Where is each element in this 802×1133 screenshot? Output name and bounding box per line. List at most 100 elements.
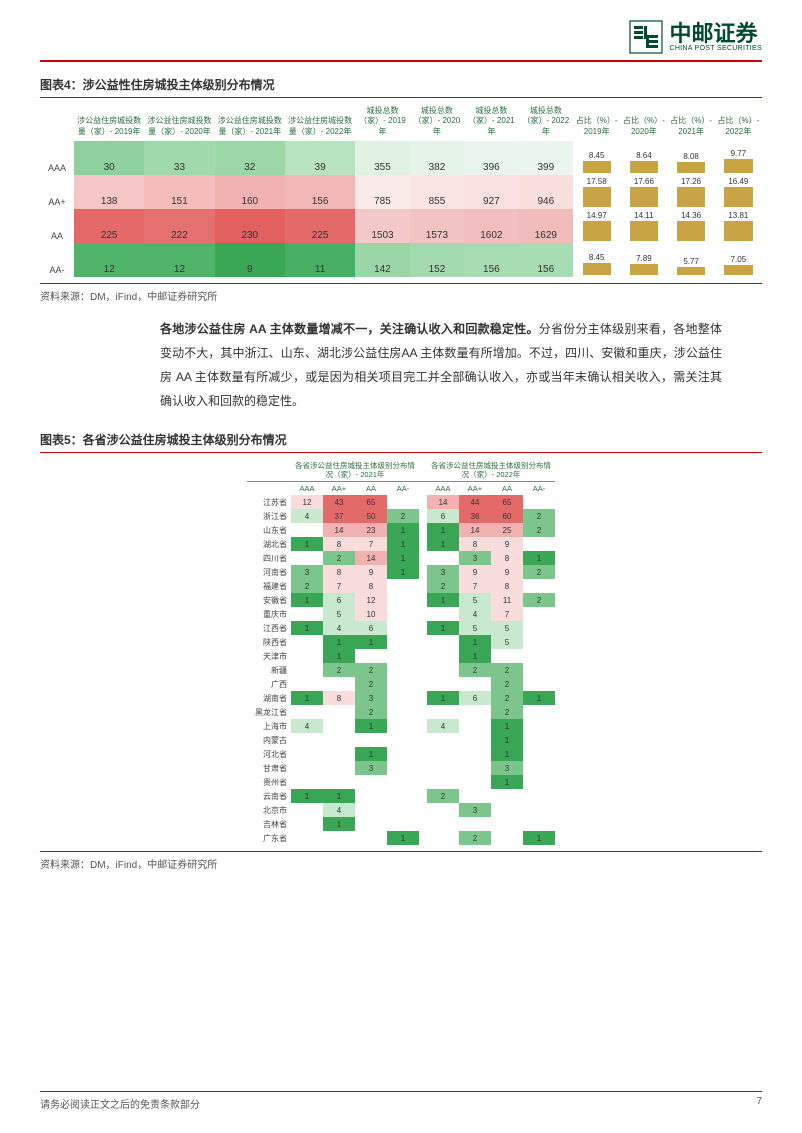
table5-cell: 7 bbox=[355, 537, 387, 551]
table5-cell bbox=[323, 747, 355, 761]
table4-cell-g1: 39 bbox=[285, 141, 355, 175]
table5-province-label: 北京市 bbox=[247, 803, 291, 817]
table4-cell-g1: 138 bbox=[74, 175, 144, 209]
table5-cell: 8 bbox=[459, 537, 491, 551]
table5-cell: 2 bbox=[523, 593, 555, 607]
table5-cell: 65 bbox=[491, 495, 523, 509]
table4-cell-g3: 14.36 bbox=[668, 209, 715, 243]
table4-cell-g2: 1503 bbox=[355, 209, 409, 243]
table4-cell-g1: 225 bbox=[285, 209, 355, 243]
table5-cell: 8 bbox=[355, 579, 387, 593]
table5-sub-header: AA bbox=[491, 482, 523, 496]
table4-cell-g1: 156 bbox=[285, 175, 355, 209]
table5-cell bbox=[387, 705, 419, 719]
table5-province-label: 江苏省 bbox=[247, 495, 291, 509]
table5-cell bbox=[491, 789, 523, 803]
table4-cell-g2: 152 bbox=[410, 243, 464, 277]
table5-sub-header: AAA bbox=[291, 482, 323, 496]
table5-cell: 1 bbox=[523, 831, 555, 845]
table5-cell bbox=[291, 705, 323, 719]
table5-cell: 9 bbox=[491, 537, 523, 551]
table5-cell bbox=[523, 817, 555, 831]
table4-cell-g3: 8.08 bbox=[668, 141, 715, 175]
table4-cell-g1: 12 bbox=[74, 243, 144, 277]
table5-cell bbox=[387, 495, 419, 509]
table4-header: 城投总数（家）- 2019年 bbox=[355, 102, 409, 141]
section5-source: 资料来源：DM，iFind，中邮证券研究所 bbox=[40, 851, 762, 871]
table5-cell bbox=[387, 607, 419, 621]
table5-cell: 2 bbox=[491, 705, 523, 719]
table5-cell bbox=[427, 677, 459, 691]
table5-province-label: 新疆 bbox=[247, 663, 291, 677]
table5-cell bbox=[291, 677, 323, 691]
table5-province-label: 广东省 bbox=[247, 831, 291, 845]
body-bold: 各地涉公益住房 AA 主体数量增减不一，关注确认收入和回款稳定性。 bbox=[160, 322, 539, 336]
table4-header: 占比（%）- 2021年 bbox=[668, 102, 715, 141]
table5-cell bbox=[459, 747, 491, 761]
table5-cell bbox=[523, 705, 555, 719]
table5-sub-header: AA+ bbox=[323, 482, 355, 496]
table4-cell-g3: 14.11 bbox=[620, 209, 667, 243]
table5-cell: 6 bbox=[459, 691, 491, 705]
table5-cell bbox=[459, 775, 491, 789]
table5-cell bbox=[427, 831, 459, 845]
table5-cell: 4 bbox=[459, 607, 491, 621]
table5-cell: 14 bbox=[323, 523, 355, 537]
table4-cell-g1: 230 bbox=[215, 209, 285, 243]
table5-cell: 3 bbox=[291, 565, 323, 579]
table5-province-label: 吉林省 bbox=[247, 817, 291, 831]
table5-cell bbox=[427, 733, 459, 747]
table5-cell: 4 bbox=[323, 621, 355, 635]
table5-cell: 23 bbox=[355, 523, 387, 537]
table5-province-label: 云南省 bbox=[247, 789, 291, 803]
table5-cell bbox=[459, 789, 491, 803]
table5-province-label: 福建省 bbox=[247, 579, 291, 593]
table5-cell: 8 bbox=[323, 565, 355, 579]
table5-cell bbox=[355, 775, 387, 789]
table5-cell bbox=[427, 761, 459, 775]
table5-province-label: 四川省 bbox=[247, 551, 291, 565]
page-number: 7 bbox=[756, 1096, 762, 1111]
table5-cell: 2 bbox=[355, 705, 387, 719]
table5-cell bbox=[459, 733, 491, 747]
table5-cell: 60 bbox=[491, 509, 523, 523]
table5-cell: 2 bbox=[291, 579, 323, 593]
table5-cell: 1 bbox=[427, 537, 459, 551]
table5-province-label: 贵州省 bbox=[247, 775, 291, 789]
table5-cell bbox=[523, 789, 555, 803]
table5-cell bbox=[323, 761, 355, 775]
table5-cell: 12 bbox=[355, 593, 387, 607]
table5-province-label: 河南省 bbox=[247, 565, 291, 579]
body-paragraph: 各地涉公益住房 AA 主体数量增减不一，关注确认收入和回款稳定性。分省份分主体级… bbox=[160, 317, 722, 413]
table5-cell: 11 bbox=[491, 593, 523, 607]
logo: 中邮证券 CHINA POST SECURITIES bbox=[629, 20, 762, 54]
table5-cell bbox=[523, 649, 555, 663]
table5-cell: 2 bbox=[523, 523, 555, 537]
table5-province-label: 湖南省 bbox=[247, 691, 291, 705]
table5-province-label: 江西省 bbox=[247, 621, 291, 635]
table5-cell: 1 bbox=[387, 831, 419, 845]
table4-cell-g3: 5.77 bbox=[668, 243, 715, 277]
table5-cell bbox=[291, 523, 323, 537]
table4-cell-g3: 17.58 bbox=[573, 175, 620, 209]
table5-cell bbox=[323, 775, 355, 789]
table5: 各省涉公益住房城投主体级别分布情况（家）- 2021年各省涉公益住房城投主体级别… bbox=[247, 459, 555, 845]
table5-cell bbox=[323, 705, 355, 719]
table5-cell: 3 bbox=[491, 761, 523, 775]
table5-cell bbox=[291, 817, 323, 831]
table5-cell: 37 bbox=[323, 509, 355, 523]
table4-cell-g2: 142 bbox=[355, 243, 409, 277]
table4-header: 涉公益住房城投数量（家）- 2019年 bbox=[74, 102, 144, 141]
table5-cell bbox=[291, 803, 323, 817]
table4-header: 涉公益住房城投数量（家）- 2022年 bbox=[285, 102, 355, 141]
table5-sub-header: AAA bbox=[427, 482, 459, 496]
table5-cell bbox=[387, 635, 419, 649]
table5-cell bbox=[387, 747, 419, 761]
table4-cell-g3: 16.49 bbox=[715, 175, 762, 209]
table5-cell bbox=[323, 831, 355, 845]
table4-row-label: AA bbox=[40, 209, 74, 243]
table5-cell: 3 bbox=[355, 761, 387, 775]
table5-cell: 3 bbox=[459, 803, 491, 817]
table5-cell: 1 bbox=[459, 649, 491, 663]
table5-cell bbox=[355, 831, 387, 845]
